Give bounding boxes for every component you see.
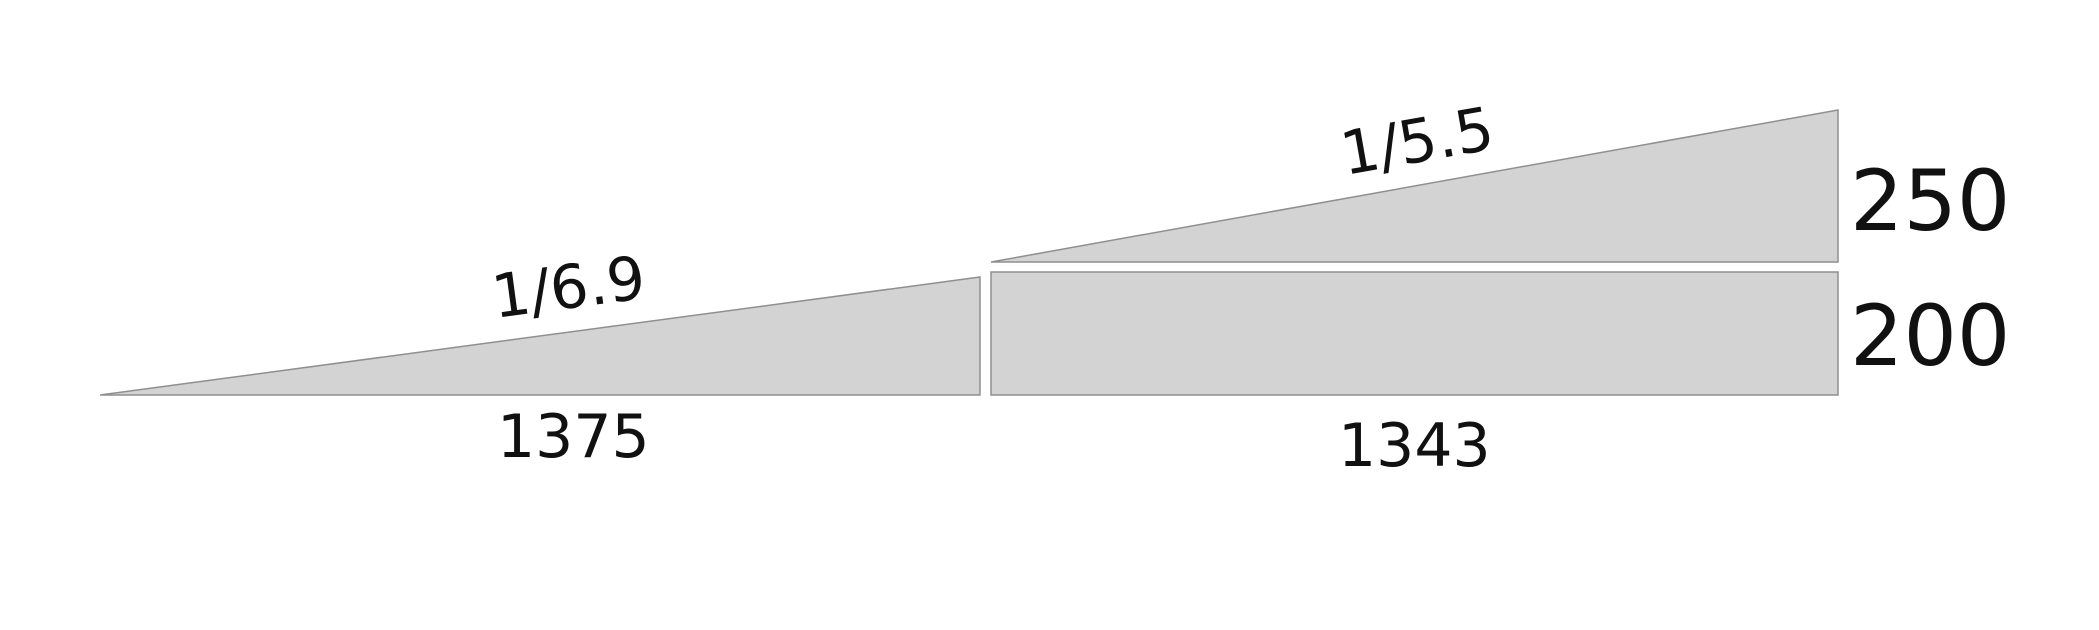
block-height-label: 200: [1850, 287, 2010, 385]
right-rise-label: 250: [1850, 152, 2010, 250]
lower-block: [990, 271, 1839, 396]
left-length-label: 1375: [497, 402, 650, 472]
left-slope-label: 1/6.9: [488, 243, 650, 333]
right-length-label: 1343: [1338, 411, 1491, 481]
left-ramp-wedge: [99, 276, 981, 396]
right-ramp-wedge: [990, 109, 1839, 263]
